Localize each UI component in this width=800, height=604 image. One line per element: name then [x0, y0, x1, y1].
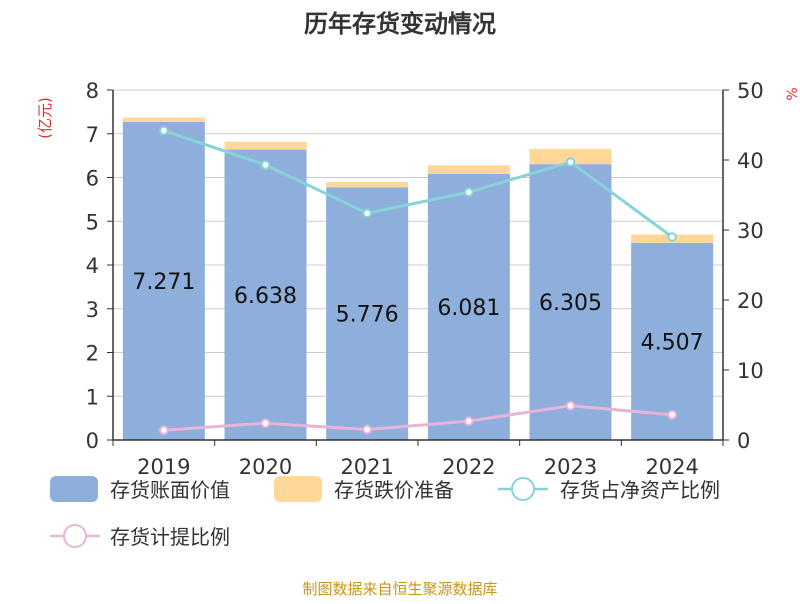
bar-impairment [427, 165, 510, 174]
right-axis-tick-label: 20 [737, 289, 764, 313]
right-axis-tick-label: 30 [737, 219, 764, 243]
point-provision-ratio [362, 424, 372, 435]
legend-swatch-book-value[interactable] [50, 476, 98, 502]
legend-marker-net-asset-ratio[interactable] [511, 477, 535, 501]
bar-book-value [529, 164, 612, 440]
chart-title: 历年存货变动情况 [304, 10, 496, 38]
point-net-asset-ratio [667, 232, 677, 242]
bar-data-label: 6.638 [234, 284, 297, 309]
legend-label-book-value[interactable]: 存货账面价值 [110, 478, 230, 502]
bar-impairment [224, 141, 307, 150]
legend-marker-provision-ratio[interactable] [63, 524, 87, 548]
left-axis-tick-label: 2 [86, 342, 99, 366]
legend-swatch-impairment[interactable] [274, 476, 322, 502]
bar-data-label: 6.305 [539, 291, 602, 316]
left-axis-tick-label: 5 [86, 210, 99, 234]
x-axis-tick-label: 2023 [544, 455, 597, 479]
left-axis-tick-label: 7 [86, 123, 99, 147]
bar-data-label: 6.081 [437, 296, 500, 321]
right-axis-tick-label: 40 [737, 149, 764, 173]
line-provision-ratio [163, 404, 673, 432]
left-axis-tick-label: 6 [86, 167, 99, 191]
legend: 存货账面价值 存货跌价准备 存货占净资产比例 存货计提比例 [50, 476, 720, 549]
bar-data-label: 7.271 [132, 270, 195, 295]
point-net-asset-ratio [362, 208, 372, 218]
point-net-asset-ratio [159, 125, 169, 136]
right-axis-unit-label: % [785, 87, 800, 100]
left-axis-tick-label: 0 [86, 429, 99, 453]
right-axis-tick-label: 50 [737, 79, 764, 103]
point-provision-ratio [159, 425, 169, 436]
point-provision-ratio [667, 410, 677, 420]
bar-book-value [224, 149, 307, 440]
right-axis-tick-label: 0 [737, 429, 750, 453]
bar-book-value [122, 121, 205, 441]
x-axis-tick-label: 2020 [239, 455, 292, 479]
point-provision-ratio [565, 400, 576, 411]
bar-data-label: 5.776 [336, 303, 399, 328]
line-net-asset-ratio [163, 129, 674, 239]
left-axis-tick-label: 8 [86, 79, 99, 103]
right-axis-tick-label: 10 [737, 359, 764, 383]
x-axis-tick-label: 2022 [442, 455, 495, 479]
left-axis-tick-label: 1 [86, 385, 99, 409]
bar-impairment [326, 182, 409, 188]
bar-impairment [122, 117, 205, 122]
bar-book-value [427, 173, 510, 441]
source-note: 制图数据来自恒生聚源数据库 [302, 580, 497, 598]
point-net-asset-ratio [260, 160, 271, 170]
legend-label-net-asset-ratio[interactable]: 存货占净资产比例 [560, 478, 720, 502]
x-axis-tick-label: 2019 [137, 455, 190, 479]
legend-label-impairment[interactable]: 存货跌价准备 [334, 478, 454, 502]
point-net-asset-ratio [464, 187, 474, 197]
left-axis-unit-label: (亿元) [36, 97, 54, 139]
bar-data-label: 4.507 [641, 330, 704, 355]
left-axis-tick-label: 3 [86, 298, 99, 322]
bar-book-value [326, 187, 409, 440]
x-axis-tick-label: 2024 [645, 455, 698, 479]
x-axis-tick-label: 2021 [340, 455, 393, 479]
point-net-asset-ratio [565, 157, 576, 167]
point-provision-ratio [260, 418, 271, 429]
left-axis-tick-label: 4 [86, 254, 99, 278]
bar-impairment [529, 148, 612, 165]
bar-book-value [631, 242, 714, 440]
plot-area: 0 1 2 3 4 5 6 7 8 0 10 20 30 40 50 2019 2020 2021 2022 2023… [86, 79, 764, 479]
point-provision-ratio [464, 416, 474, 426]
legend-label-provision-ratio[interactable]: 存货计提比例 [110, 525, 230, 549]
